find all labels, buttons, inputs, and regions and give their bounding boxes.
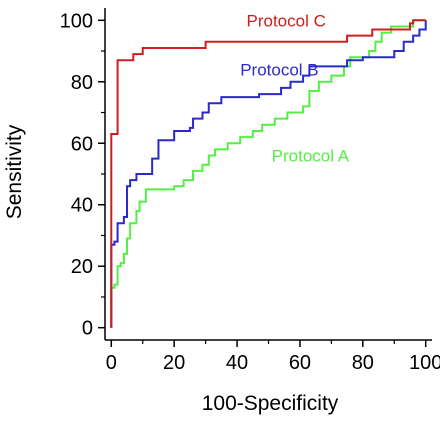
y-tick-label: 0 bbox=[82, 318, 93, 340]
series-line-protocol-c bbox=[110, 19, 426, 328]
axes: 0 20 40 60 80 100 0 20 40 60 80 100 bbox=[60, 8, 440, 374]
x-tick-label: 40 bbox=[226, 352, 248, 374]
y-tick-label: 20 bbox=[71, 256, 93, 278]
series-label-protocol-a: Protocol A bbox=[272, 147, 350, 166]
y-tick-label: 100 bbox=[60, 10, 93, 32]
annotation-layer: Protocol C Protocol B Protocol A bbox=[240, 11, 350, 165]
series-line-protocol-b bbox=[110, 20, 427, 328]
series-label-protocol-c: Protocol C bbox=[246, 11, 325, 30]
x-tick-label: 20 bbox=[163, 352, 185, 374]
x-tick-label: 60 bbox=[289, 352, 311, 374]
y-tick-label: 60 bbox=[71, 133, 93, 155]
x-axis-label: 100-Specificity bbox=[202, 392, 339, 415]
x-tick-label: 100 bbox=[409, 352, 440, 374]
series-layer bbox=[110, 19, 427, 328]
series-line-protocol-a bbox=[110, 19, 426, 328]
x-tick-label: 80 bbox=[352, 352, 374, 374]
y-axis-label: Sensitivity bbox=[3, 124, 26, 219]
series-label-protocol-b: Protocol B bbox=[240, 61, 318, 80]
y-tick-label: 80 bbox=[71, 72, 93, 94]
x-tick-label: 0 bbox=[106, 352, 117, 374]
y-tick-label: 40 bbox=[71, 195, 93, 217]
